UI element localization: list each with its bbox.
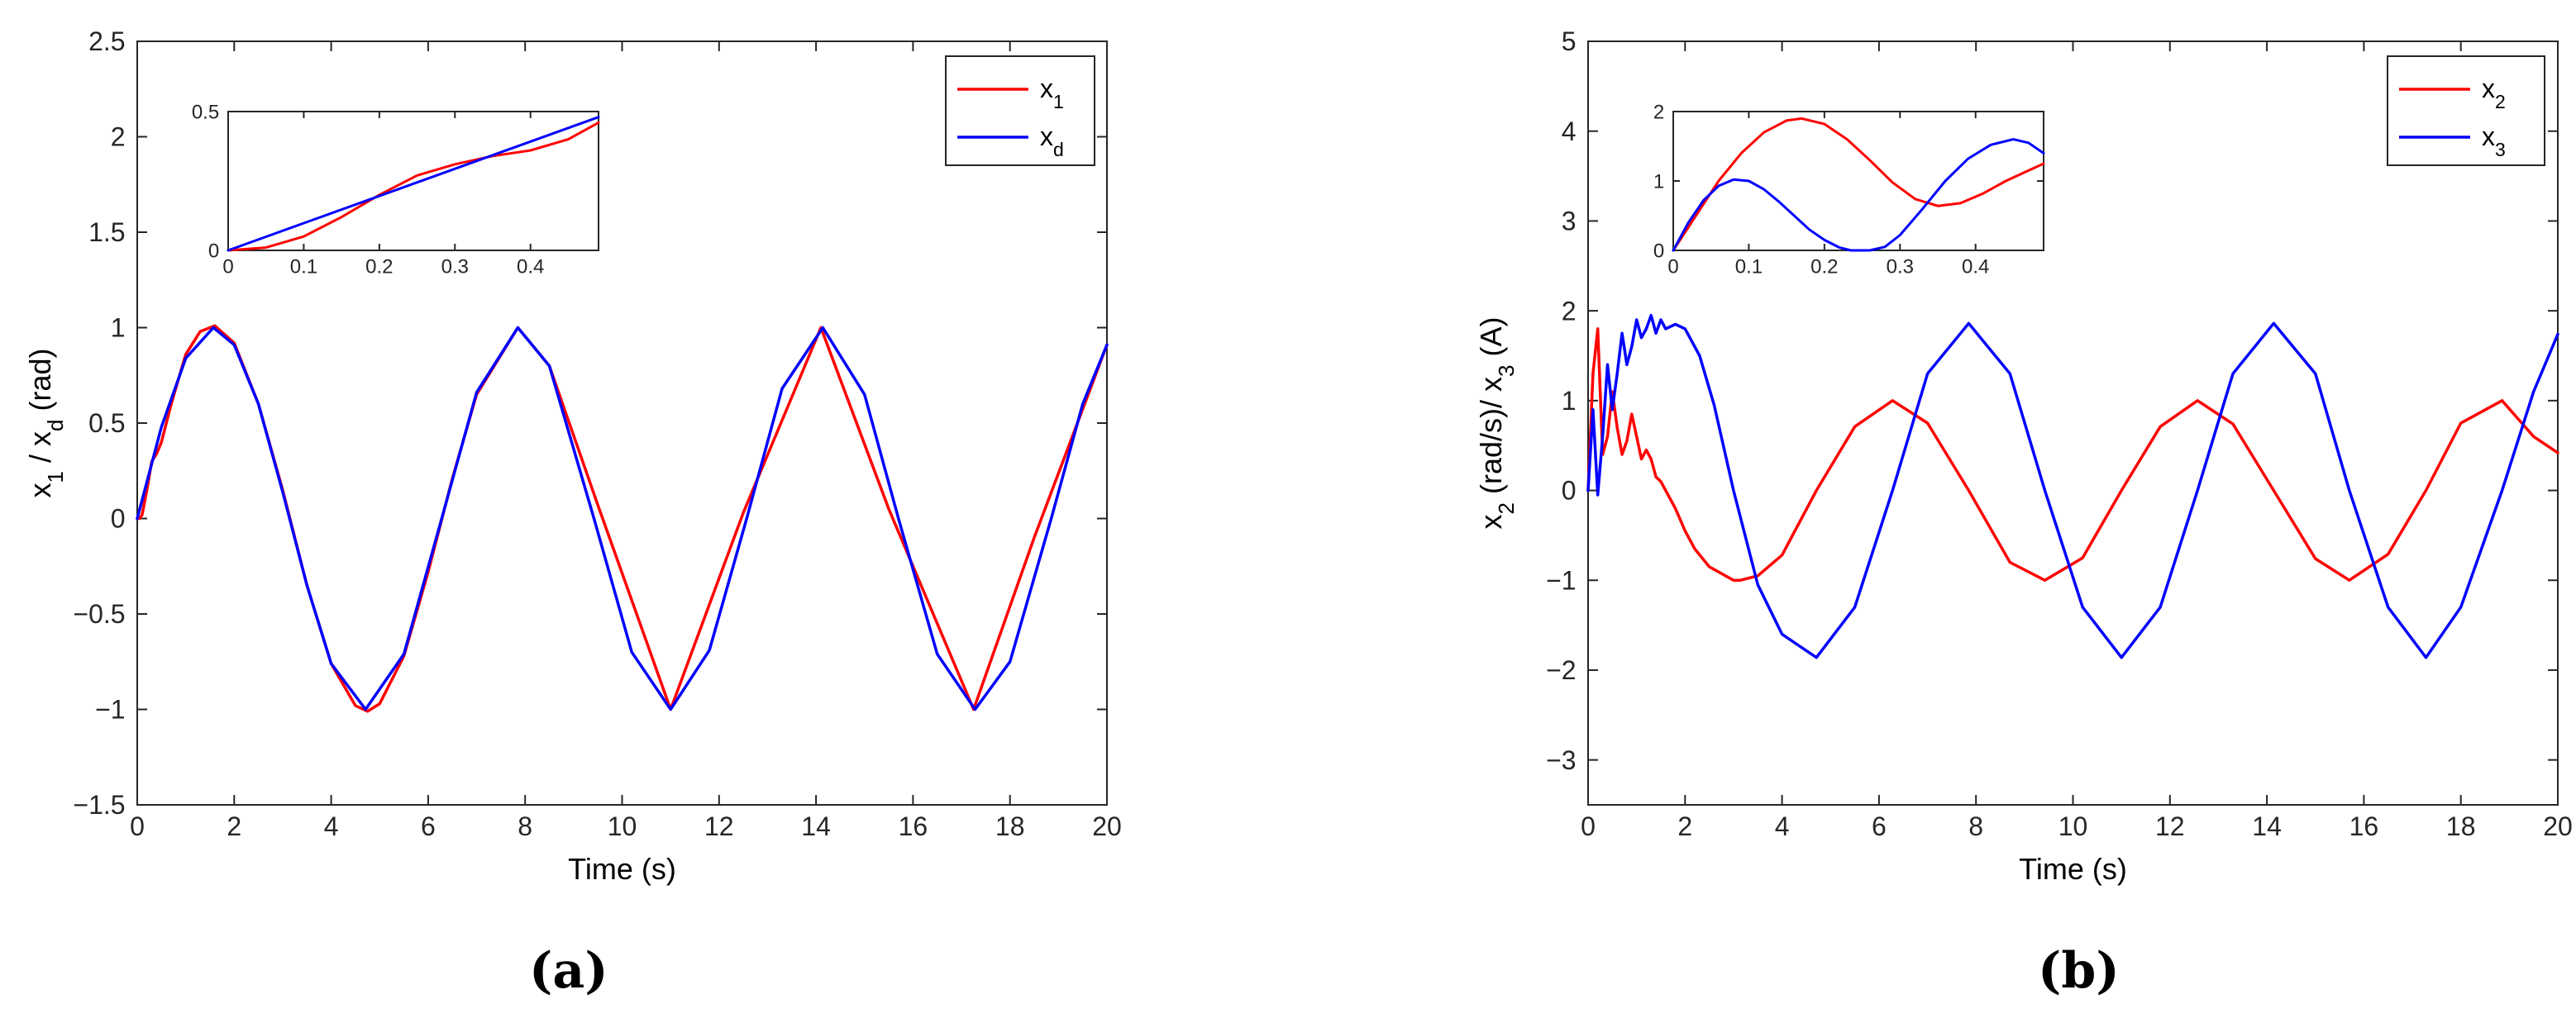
chart-a-ytick-label: 2.5 (88, 26, 125, 56)
chart-a-inset-xtick-label: 0.2 (365, 256, 393, 278)
chart-a-xtick-label: 6 (421, 811, 436, 841)
chart-b-xtick-label: 0 (1581, 811, 1596, 841)
chart-a-xtick-label: 2 (227, 811, 241, 841)
chart-a-legend-label: x1 (1040, 74, 1064, 112)
chart-a-xtick-label: 12 (704, 811, 734, 841)
chart-a-inset: 0 0.1 0.2 0.3 0.4 0 0.5 (192, 101, 600, 278)
chart-b-ytick-label: 1 (1562, 386, 1577, 416)
chart-b-legend-label: x2 (2482, 74, 2506, 112)
chart-b-xtick-label: 18 (2446, 811, 2476, 841)
chart-b-xtick-label: 20 (2543, 811, 2573, 841)
chart-b-ytick-label: 4 (1562, 117, 1577, 146)
chart-a-inset-ytick-label: 0.5 (192, 101, 219, 123)
chart-b-series-x3 (1586, 313, 2559, 659)
chart-a-ytick-label: 2 (111, 122, 126, 152)
chart-a-legend-label: xd (1040, 121, 1064, 160)
chart-b-inset-xtick-label: 0.2 (1810, 256, 1838, 278)
chart-a-xtick-label: 4 (324, 811, 339, 841)
chart-b-inset-ytick-label: 2 (1653, 101, 1664, 123)
chart-a-ytick-label: 0.5 (88, 408, 125, 438)
chart-a-ytick-label: −1.5 (73, 790, 125, 820)
chart-b-inset-ytick-label: 0 (1653, 240, 1664, 262)
chart-b-inset-xtick-label: 0.1 (1735, 256, 1763, 278)
panel-label-b: (b) (2038, 942, 2120, 1000)
chart-b-ylabel: x2 (rad/s)/ x3 (A) (1474, 317, 1519, 530)
chart-b-inset-ytick-label: 1 (1653, 170, 1664, 193)
chart-a-legend-box (945, 55, 1095, 166)
chart-b-inset-series-x3 (1672, 138, 2045, 252)
chart-b-xtick-label: 4 (1775, 811, 1790, 841)
chart-b-xtick-label: 16 (2349, 811, 2379, 841)
chart-b-xtick-label: 14 (2252, 811, 2282, 841)
chart-a-series-xd (136, 326, 1109, 711)
chart-a-xtick-label: 18 (995, 811, 1025, 841)
chart-a-legend: x1 xd (945, 55, 1095, 166)
chart-b-ytick-label: 2 (1562, 296, 1577, 326)
chart-b-ytick-label: −1 (1546, 565, 1576, 595)
chart-b-ytick-label: −3 (1546, 745, 1576, 775)
chart-a-series-x1 (136, 324, 1109, 713)
chart-b-legend-box (2387, 55, 2545, 166)
chart-b-xtick-label: 2 (1677, 811, 1692, 841)
chart-a-xtick-label: 0 (130, 811, 145, 841)
chart-b-xtick-label: 12 (2155, 811, 2185, 841)
chart-a-inset-xtick-label: 0.1 (290, 256, 317, 278)
chart-b-xlabel: Time (s) (2019, 852, 2127, 886)
chart-b-inset-xtick-label: 0.4 (1962, 256, 1989, 278)
chart-a-xlabel: Time (s) (568, 852, 676, 886)
chart-a-ytick-label: −1 (95, 695, 125, 725)
chart-a-xtick-label: 10 (608, 811, 637, 841)
chart-a-xtick-label: 14 (801, 811, 831, 841)
chart-b-inset-xtick-label: 0.3 (1887, 256, 1914, 278)
chart-b-ytick-label: 0 (1562, 476, 1577, 506)
chart-b-ytick-label: 5 (1562, 26, 1577, 56)
panel-label-a: (a) (529, 942, 608, 1000)
chart-a-ylabel: x1 / xd (rad) (23, 349, 68, 498)
chart-b-ytick-label: −2 (1546, 655, 1576, 685)
chart-b-xtick-label: 8 (1968, 811, 1983, 841)
chart-a-ytick-label: −0.5 (73, 599, 125, 629)
chart-a-ytick-label: 1 (111, 313, 126, 343)
chart-a-ytick-label: 0 (111, 504, 126, 534)
chart-a-xtick-label: 16 (899, 811, 928, 841)
chart-b-legend-label: x3 (2482, 121, 2506, 160)
chart-b-ytick-label: 3 (1562, 207, 1577, 236)
chart-b-series-x2 (1586, 327, 2559, 582)
chart-a: 0 2 4 6 8 10 12 14 16 18 20 −1.5 −1 −0.5 0 0.5 1 1.5 2 2.5 T… (23, 26, 1122, 886)
chart-a-ytick-label: 1.5 (88, 217, 125, 247)
chart-a-inset-xtick-label: 0 (222, 256, 233, 278)
chart-a-inset-xtick-label: 0.4 (517, 256, 544, 278)
chart-a-xtick-label: 20 (1092, 811, 1122, 841)
chart-b-xtick-label: 10 (2058, 811, 2088, 841)
chart-b-inset-series-x2 (1672, 117, 2045, 252)
chart-a-inset-series-xd (227, 116, 600, 252)
chart-a-xtick-label: 8 (518, 811, 532, 841)
chart-b-inset: 0 0.1 0.2 0.3 0.4 0 1 2 (1653, 101, 2045, 278)
chart-a-inset-xtick-label: 0.3 (441, 256, 469, 278)
chart-a-inset-series-x1 (227, 121, 600, 252)
chart-b-xtick-label: 6 (1872, 811, 1887, 841)
chart-b-inset-xtick-label: 0 (1667, 256, 1678, 278)
chart-a-inset-ytick-label: 0 (208, 240, 219, 262)
